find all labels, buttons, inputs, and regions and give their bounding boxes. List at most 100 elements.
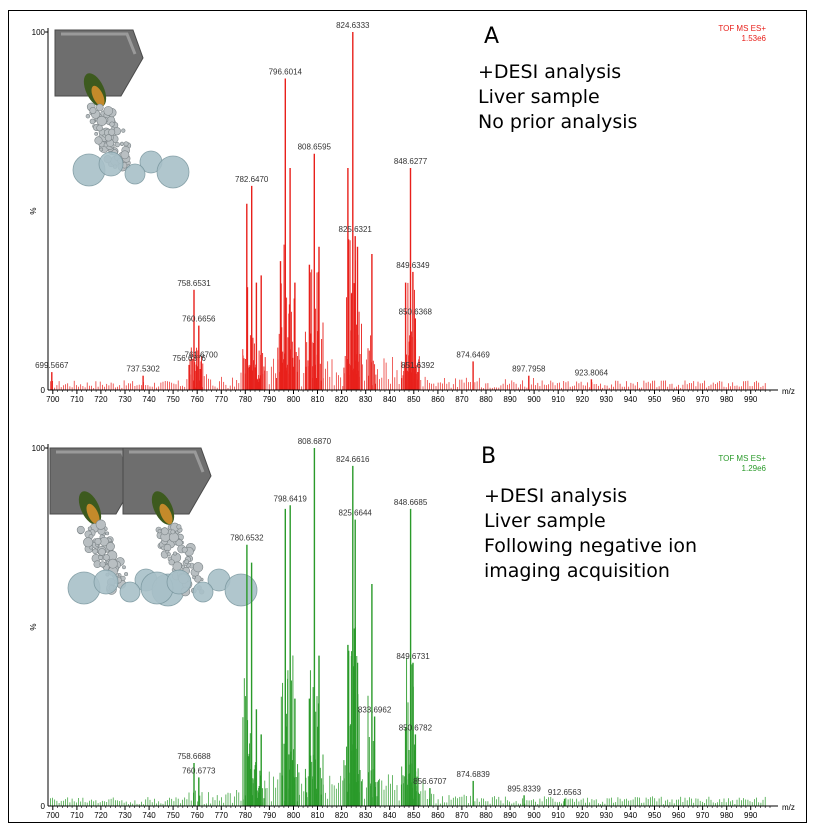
y-axis-label: %: [29, 623, 38, 630]
x-tick-label: 980: [720, 395, 734, 404]
x-tick-label: 740: [142, 395, 156, 404]
x-tick-label: 990: [744, 811, 758, 820]
desi-spray-droplet: [123, 141, 129, 147]
desi-spray-droplet: [99, 147, 104, 152]
x-tick-label: 760: [191, 395, 205, 404]
x-tick-label: 840: [383, 811, 397, 820]
desi-spray-droplet: [160, 527, 169, 536]
peak-label: 761.6700: [185, 350, 219, 359]
peak-label: 897.7958: [512, 365, 546, 374]
x-tick-label: 710: [70, 395, 84, 404]
peak-label: 923.8064: [575, 368, 609, 377]
panel-a-annotation-line: +DESI analysis: [478, 61, 622, 83]
desi-sample-droplet: [98, 151, 124, 177]
x-tick-label: 780: [239, 395, 253, 404]
desi-spray-droplet: [176, 524, 182, 530]
desi-spray-droplet: [98, 555, 103, 560]
desi-sample-droplet: [156, 155, 190, 189]
peak-label: 758.6531: [177, 279, 211, 288]
peak-label: 760.6773: [182, 766, 216, 775]
desi-sprayer-highlight: [129, 450, 205, 473]
x-tick-label: 990: [744, 395, 758, 404]
x-tick-label: 940: [624, 395, 638, 404]
desi-capillary-tip: [91, 85, 105, 107]
panel-a-annotation-line: Liver sample: [478, 86, 600, 108]
x-tick-label: 810: [311, 395, 325, 404]
x-tick-label: 750: [166, 811, 180, 820]
desi-spray-droplet: [92, 548, 98, 555]
desi-capillary-tip: [159, 503, 173, 525]
x-tick-label: 980: [720, 811, 734, 820]
desi-spray-droplet: [121, 128, 126, 133]
y-tick-label: 0: [41, 386, 46, 395]
x-tick-label: 910: [552, 395, 566, 404]
desi-spray-droplet: [89, 107, 97, 115]
desi-sample-droplet: [166, 569, 192, 595]
peak-label: 848.6277: [394, 157, 428, 166]
figure-border: [8, 10, 807, 823]
peak-label: 825.6321: [339, 225, 373, 234]
x-axis-unit: m/z: [782, 803, 795, 812]
peak-label: 824.6616: [336, 455, 370, 464]
peak-label: 782.6470: [235, 175, 269, 184]
desi-spray-droplet: [94, 131, 99, 136]
x-tick-label: 900: [527, 395, 541, 404]
x-tick-label: 770: [215, 395, 229, 404]
x-tick-label: 830: [359, 395, 373, 404]
desi-spray-droplet: [108, 128, 116, 136]
x-tick-label: 890: [503, 811, 517, 820]
desi-sprayer-highlight: [61, 32, 137, 55]
peak-label: 798.6419: [274, 494, 308, 503]
x-tick-label: 820: [335, 811, 349, 820]
x-tick-label: 760: [191, 811, 205, 820]
desi-spray-droplet: [107, 558, 118, 569]
desi-spray-droplet: [76, 525, 85, 534]
x-tick-label: 820: [335, 395, 349, 404]
peak-label: 850.6368: [399, 307, 433, 316]
panel-b-instrument-label: TOF MS ES+ 1.29e6: [718, 454, 766, 474]
panel-b-intensity: 1.29e6: [741, 464, 766, 473]
desi-spray-droplet: [170, 529, 176, 535]
desi-spray-droplet: [181, 546, 188, 553]
peak-label: 760.6656: [182, 315, 216, 324]
x-tick-label: 880: [479, 811, 493, 820]
desi-spray-droplet: [192, 575, 196, 580]
x-tick-label: 860: [431, 395, 445, 404]
peak-label: 912.6563: [548, 788, 582, 797]
x-axis-unit: m/z: [782, 387, 795, 396]
x-tick-label: 940: [624, 811, 638, 820]
spectrum-panel-a: 699.5667 737.5302 756.6376 758.6531 760.6656…: [29, 21, 795, 404]
y-axis-label: %: [29, 207, 38, 214]
desi-spray-droplet: [96, 124, 103, 132]
desi-sample-droplet: [93, 569, 119, 595]
peak-label: 874.6469: [456, 350, 490, 359]
panel-b-annotation-line: Following negative ion: [484, 535, 698, 557]
desi-spray-droplet: [105, 531, 110, 536]
peak-label: 874.6839: [457, 770, 491, 779]
peak-label: 849.6349: [396, 261, 430, 270]
x-tick-label: 710: [70, 811, 84, 820]
x-tick-label: 890: [503, 395, 517, 404]
panel-b-annotation: +DESI analysis Liver sample Following ne…: [484, 484, 697, 584]
peak-label: 699.5667: [35, 361, 69, 370]
x-tick-label: 870: [455, 395, 469, 404]
desi-spray-droplet: [103, 106, 114, 116]
peak-label: 824.6333: [336, 21, 370, 30]
desi-spray-droplet: [104, 134, 113, 142]
panel-b-annotation-line: Liver sample: [484, 510, 606, 532]
peak-label: 825.6644: [339, 509, 373, 518]
panel-a-instrument-label: TOF MS ES+ 1.53e6: [718, 24, 766, 44]
x-tick-label: 720: [94, 395, 108, 404]
y-tick-label: 100: [32, 444, 46, 453]
peak-label: 780.6532: [230, 534, 264, 543]
x-tick-label: 730: [118, 395, 132, 404]
desi-spray-droplet: [184, 559, 189, 565]
desi-spray-droplet: [119, 141, 125, 146]
desi-capillary-tip: [86, 503, 100, 525]
panel-b-letter: B: [481, 444, 497, 469]
desi-sample-droplet: [192, 581, 214, 603]
x-tick-label: 950: [648, 811, 662, 820]
peak-label: 850.6782: [399, 723, 433, 732]
desi-spray-droplet: [95, 519, 106, 530]
x-tick-label: 800: [287, 811, 301, 820]
